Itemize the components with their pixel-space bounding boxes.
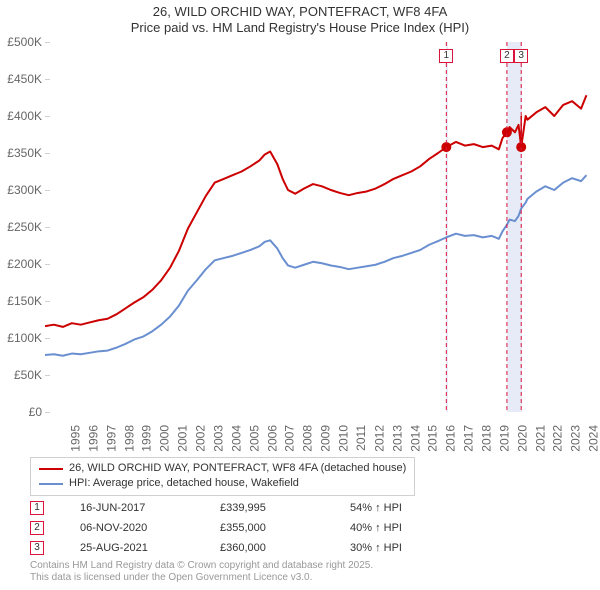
ytick [45, 338, 50, 339]
xlabel: 2012 [372, 425, 386, 452]
legend-swatch-2 [39, 483, 63, 485]
trans-date-2: 06-NOV-2020 [80, 522, 220, 534]
series-line [45, 175, 586, 356]
trans-price-3: £360,000 [220, 542, 350, 554]
ylabel: £200K [7, 257, 42, 271]
xlabel: 1999 [140, 425, 154, 452]
attribution-line1: Contains HM Land Registry data © Crown c… [30, 560, 373, 572]
chart-title-line2: Price paid vs. HM Land Registry's House … [0, 20, 600, 36]
ylabel: £50K [14, 368, 42, 382]
trans-hpi-3: 30% ↑ HPI [350, 542, 402, 554]
ylabel: £350K [7, 146, 42, 160]
trans-price-1: £339,995 [220, 502, 350, 514]
xlabel: 2016 [444, 425, 458, 452]
attribution: Contains HM Land Registry data © Crown c… [30, 560, 373, 584]
ytick [45, 227, 50, 228]
xlabel: 2018 [480, 425, 494, 452]
xlabel: 2024 [587, 425, 600, 452]
ytick [45, 264, 50, 265]
xlabel: 2004 [230, 425, 244, 452]
legend-label-1: 26, WILD ORCHID WAY, PONTEFRACT, WF8 4FA… [69, 461, 406, 476]
xlabel: 2017 [462, 425, 476, 452]
trans-date-1: 16-JUN-2017 [80, 502, 220, 514]
xlabel: 2013 [390, 425, 404, 452]
trans-marker-1: 1 [30, 501, 44, 515]
ylabel: £250K [7, 220, 42, 234]
trans-row-2: 2 06-NOV-2020 £355,000 40% ↑ HPI [30, 518, 402, 538]
xlabel: 2008 [301, 425, 315, 452]
legend-row-1: 26, WILD ORCHID WAY, PONTEFRACT, WF8 4FA… [39, 461, 406, 476]
ytick [45, 190, 50, 191]
xlabel: 2009 [319, 425, 333, 452]
chart-container: 26, WILD ORCHID WAY, PONTEFRACT, WF8 4FA… [0, 0, 600, 590]
ytick [45, 79, 50, 80]
xlabel: 2019 [498, 425, 512, 452]
xlabel: 1996 [87, 425, 101, 452]
xlabel: 1997 [104, 425, 118, 452]
xlabel: 2011 [354, 425, 368, 451]
trans-date-3: 25-AUG-2021 [80, 542, 220, 554]
annotation-box: 2 [500, 49, 514, 63]
xlabel: 2000 [158, 425, 172, 452]
ylabel: £100K [7, 331, 42, 345]
ylabel: £500K [7, 35, 42, 49]
trans-marker-3: 3 [30, 541, 44, 555]
xlabel: 2014 [408, 425, 422, 452]
xlabel: 2010 [337, 425, 351, 452]
ytick [45, 375, 50, 376]
xlabel: 2001 [176, 425, 190, 452]
trans-hpi-1: 54% ↑ HPI [350, 502, 402, 514]
ylabel: £0 [29, 405, 42, 419]
trans-marker-2: 2 [30, 521, 44, 535]
trans-row-1: 1 16-JUN-2017 £339,995 54% ↑ HPI [30, 498, 402, 518]
xlabel: 2015 [426, 425, 440, 452]
xlabel: 2002 [194, 425, 208, 452]
legend-swatch-1 [39, 468, 63, 470]
legend-box: 26, WILD ORCHID WAY, PONTEFRACT, WF8 4FA… [30, 457, 415, 496]
ytick [45, 116, 50, 117]
legend-label-2: HPI: Average price, detached house, Wake… [69, 476, 299, 491]
ylabel: £150K [7, 294, 42, 308]
ylabel: £300K [7, 183, 42, 197]
trans-row-3: 3 25-AUG-2021 £360,000 30% ↑ HPI [30, 538, 402, 558]
ylabel: £450K [7, 72, 42, 86]
ytick [45, 412, 50, 413]
xlabel: 1998 [122, 425, 136, 452]
xlabel: 2021 [533, 425, 547, 452]
xlabel: 2020 [515, 425, 529, 452]
attribution-line2: This data is licensed under the Open Gov… [30, 572, 373, 584]
plot-area [45, 42, 590, 412]
transactions-table: 1 16-JUN-2017 £339,995 54% ↑ HPI 2 06-NO… [30, 498, 402, 558]
trans-hpi-2: 40% ↑ HPI [350, 522, 402, 534]
xlabel: 2003 [212, 425, 226, 452]
xlabel: 2005 [247, 425, 261, 452]
plot-svg [45, 42, 590, 412]
ylabel: £400K [7, 109, 42, 123]
ytick [45, 153, 50, 154]
trans-price-2: £355,000 [220, 522, 350, 534]
xlabel: 2022 [551, 425, 565, 452]
ytick [45, 42, 50, 43]
legend-row-2: HPI: Average price, detached house, Wake… [39, 476, 406, 491]
xlabel: 1995 [69, 425, 83, 452]
xlabel: 2006 [265, 425, 279, 452]
annotation-box: 1 [439, 49, 453, 63]
ytick [45, 301, 50, 302]
xlabel: 2023 [569, 425, 583, 452]
xlabel: 2007 [283, 425, 297, 452]
chart-title-line1: 26, WILD ORCHID WAY, PONTEFRACT, WF8 4FA [0, 0, 600, 20]
annotation-box: 3 [514, 49, 528, 63]
